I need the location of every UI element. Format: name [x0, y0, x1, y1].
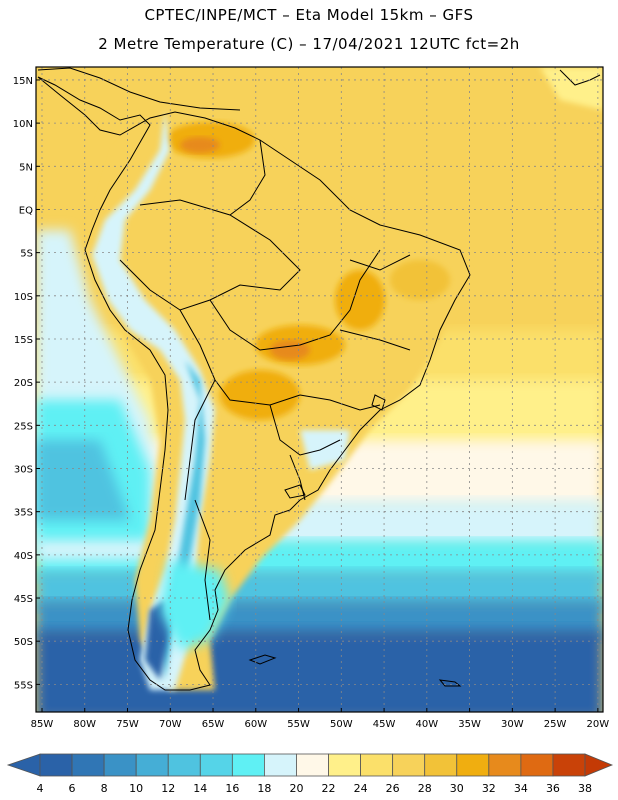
legend-tick-label: 12	[161, 782, 175, 795]
legend-swatch	[488, 753, 522, 777]
legend-swatch	[328, 753, 361, 777]
map-subtitle: 2 Metre Temperature (C) – 17/04/2021 12U…	[98, 35, 520, 53]
legend-swatch	[231, 753, 265, 777]
lat-label: 30S	[14, 465, 33, 476]
lon-label: 80W	[73, 719, 96, 730]
legend-swatch	[39, 753, 73, 777]
legend-tick-label: 18	[257, 782, 271, 795]
lat-label: 45S	[14, 594, 33, 605]
legend-tick-label: 22	[322, 782, 336, 795]
latitude-labels: 15N 10N 5N EQ 5S 10S 15S 20S 25S 30S 35S 40S 45S 50S 5…	[13, 76, 40, 691]
legend-tick-label: 20	[289, 782, 303, 795]
lon-label: 50W	[330, 719, 353, 730]
legend-swatch	[424, 753, 458, 777]
legend-tick-label: 30	[450, 782, 464, 795]
lon-label: 30W	[501, 719, 524, 730]
lat-label: EQ	[19, 205, 33, 216]
lat-label: 40S	[14, 551, 33, 562]
lat-label: 35S	[14, 508, 33, 519]
legend-swatch	[456, 753, 490, 777]
legend-tick-label: 8	[101, 782, 108, 795]
lat-label: 15N	[13, 76, 33, 87]
lat-label: 20S	[14, 378, 33, 389]
legend-tick-label: 34	[514, 782, 528, 795]
legend-swatch	[167, 753, 201, 777]
lon-label: 55W	[287, 719, 310, 730]
longitude-labels: 85W 80W 75W 70W 65W 60W 55W 50W 45W 40W 35W 30W 25W 2…	[31, 708, 610, 730]
legend-over-arrow	[584, 753, 614, 777]
lat-label: 55S	[14, 680, 33, 691]
lat-label: 5S	[20, 249, 33, 260]
lon-label: 35W	[458, 719, 481, 730]
color-legend: 4 6 8 10 12 14 16 18 20 22 24 26 28 30 32 34 36 38	[6, 753, 614, 795]
legend-tick-label: 16	[225, 782, 239, 795]
lon-label: 75W	[116, 719, 139, 730]
graticule	[36, 67, 603, 712]
temperature-field	[36, 67, 603, 712]
lon-label: 65W	[202, 719, 225, 730]
legend-swatch	[520, 753, 554, 777]
legend-tick-label: 36	[546, 782, 560, 795]
lat-label: 25S	[14, 421, 33, 432]
lon-label: 40W	[416, 719, 439, 730]
legend-tick-label: 14	[193, 782, 207, 795]
lat-label: 10N	[13, 119, 33, 130]
map-title: CPTEC/INPE/MCT – Eta Model 15km – GFS	[144, 6, 474, 24]
lon-label: 25W	[544, 719, 567, 730]
lon-label: 45W	[373, 719, 396, 730]
legend-tick-label: 26	[386, 782, 400, 795]
legend-tick-label: 6	[69, 782, 76, 795]
coastlines	[37, 67, 601, 691]
legend-tick-label: 24	[354, 782, 368, 795]
legend-tick-label: 4	[37, 782, 44, 795]
lat-label: 50S	[14, 637, 33, 648]
map-frame	[35, 66, 604, 713]
legend-swatch	[552, 753, 586, 777]
legend-under-arrow	[6, 753, 41, 777]
legend-tick-label: 32	[482, 782, 496, 795]
legend-tick-label: 28	[418, 782, 432, 795]
legend-swatch	[296, 753, 329, 777]
legend-swatch	[264, 753, 297, 777]
lon-label: 85W	[31, 719, 54, 730]
legend-swatch	[135, 753, 169, 777]
legend-swatch	[199, 753, 233, 777]
lon-label: 70W	[159, 719, 182, 730]
legend-tick-label: 10	[129, 782, 143, 795]
lon-label: 20W	[587, 719, 610, 730]
legend-swatch	[71, 753, 105, 777]
lat-label: 10S	[14, 292, 33, 303]
lat-label: 5N	[19, 162, 33, 173]
legend-swatch	[392, 753, 426, 777]
legend-tick-label: 38	[578, 782, 592, 795]
legend-swatch	[103, 753, 137, 777]
legend-swatch	[360, 753, 394, 777]
lat-label: 15S	[14, 335, 33, 346]
lon-label: 60W	[244, 719, 267, 730]
